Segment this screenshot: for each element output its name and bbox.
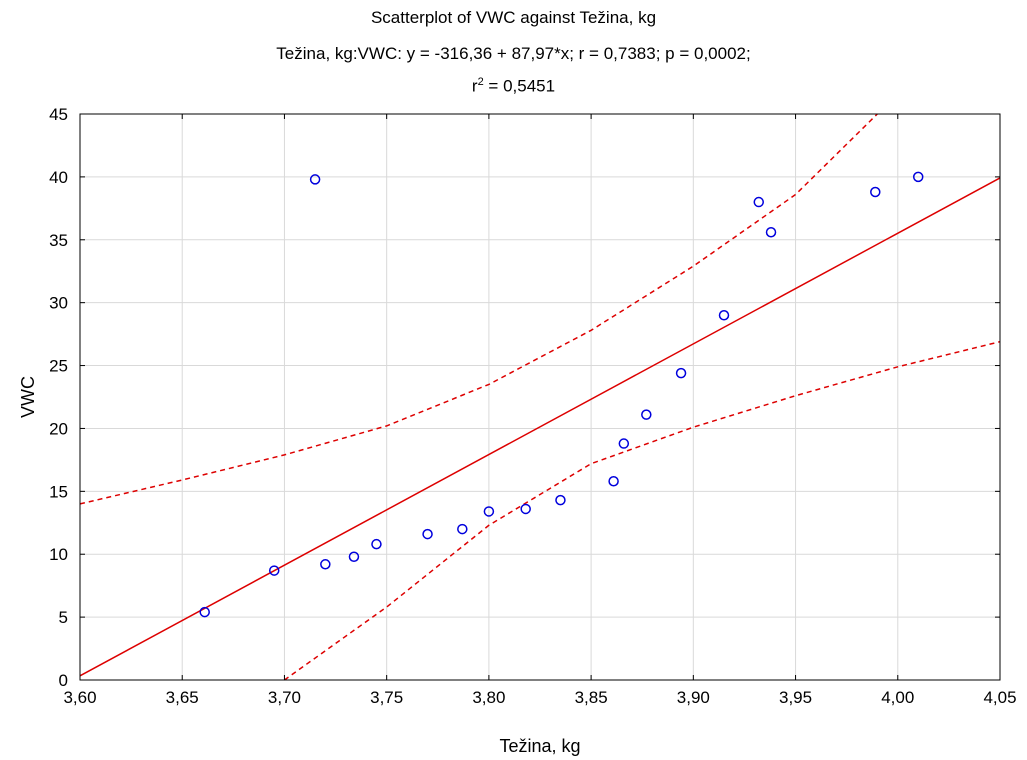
data-point: [422, 528, 433, 540]
y-tick-label: 15: [49, 482, 68, 501]
data-point: [765, 226, 777, 238]
data-point: [199, 606, 210, 618]
data-point: [348, 551, 360, 562]
data-point: [371, 538, 382, 550]
x-tick-label: 3,65: [166, 688, 199, 707]
data-point: [641, 409, 652, 420]
x-tick-label: 3,80: [472, 688, 505, 707]
r2-prefix: r: [471, 76, 478, 96]
regression-line: [79, 177, 1001, 677]
data-points: [199, 171, 924, 618]
x-tick-label: 3,60: [63, 688, 96, 707]
data-point: [608, 476, 619, 487]
grid: [80, 114, 1000, 680]
x-axis-label: Težina, kg: [499, 736, 580, 756]
data-point: [753, 196, 765, 208]
plot-border: [79, 113, 1001, 681]
confidence-bands: [79, 113, 1001, 681]
data-point: [618, 438, 630, 449]
chart-subtitle-equation: Težina, kg:VWC: y = -316,36 + 87,97*x; r…: [276, 44, 751, 63]
y-axis-label: VWC: [18, 376, 38, 418]
y-tick-label: 5: [59, 608, 68, 627]
y-tick-label: 40: [49, 168, 68, 187]
x-tick-label: 3,70: [268, 688, 301, 707]
data-point: [483, 506, 495, 517]
y-tick-label: 20: [49, 419, 68, 438]
y-tick-label: 45: [49, 105, 68, 124]
regression-fit: [79, 177, 1001, 677]
data-point: [912, 171, 924, 183]
y-tick-label: 10: [49, 545, 68, 564]
chart-subtitle-r2: r2 = 0,5451: [0, 76, 1027, 97]
x-tick-label: 3,90: [677, 688, 710, 707]
data-point: [870, 186, 881, 198]
axis-ticks: 3,60 3,65 3,70 3,75 3,80 3,85 3,90 3,95 4,00 4,05…: [49, 105, 1016, 707]
data-point: [718, 309, 730, 321]
x-tick-label: 4,05: [983, 688, 1016, 707]
chart-title: Scatterplot of VWC against Težina, kg: [370, 8, 657, 27]
data-point: [520, 503, 531, 515]
y-tick-label: 30: [49, 294, 68, 313]
confidence-band-lower: [283, 340, 1001, 681]
x-tick-label: 4,00: [881, 688, 914, 707]
data-point: [457, 523, 468, 535]
y-tick-label: 25: [49, 357, 68, 376]
y-tick-label: 0: [59, 671, 68, 690]
data-point: [675, 367, 687, 379]
data-point: [309, 174, 321, 185]
data-point: [268, 565, 280, 576]
data-point: [555, 494, 566, 506]
x-tick-label: 3,75: [370, 688, 403, 707]
x-tick-label: 3,95: [779, 688, 812, 707]
r2-value: = 0,5451: [483, 76, 556, 96]
plot-frame: [79, 113, 1001, 681]
r2-exponent: 2: [477, 76, 484, 88]
data-point: [320, 559, 331, 570]
confidence-band-upper: [79, 113, 878, 505]
x-tick-label: 3,85: [575, 688, 608, 707]
y-tick-label: 35: [49, 231, 68, 250]
